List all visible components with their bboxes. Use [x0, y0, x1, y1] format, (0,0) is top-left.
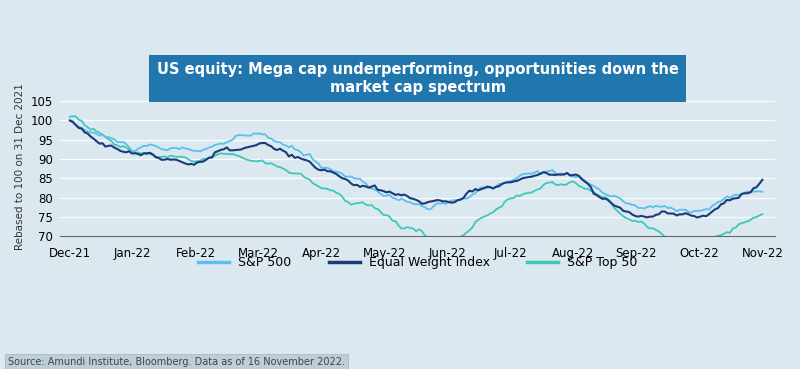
- S&P Top 50: [618, 214, 628, 218]
- Equal Weight Index: [65, 118, 74, 123]
- S&P Top 50: [258, 158, 267, 163]
- Legend: S&P 500, Equal Weight Index, S&P Top 50: S&P 500, Equal Weight Index, S&P Top 50: [193, 251, 642, 274]
- S&P Top 50: [695, 244, 705, 249]
- S&P 500: [94, 134, 104, 138]
- Line: S&P Top 50: S&P Top 50: [70, 116, 762, 246]
- Equal Weight Index: [693, 215, 702, 220]
- Equal Weight Index: [615, 206, 625, 210]
- Equal Weight Index: [329, 170, 338, 175]
- S&P Top 50: [68, 114, 78, 118]
- S&P Top 50: [458, 233, 468, 237]
- S&P Top 50: [654, 229, 664, 234]
- Text: Source: Amundi Institute, Bloomberg. Data as of 16 November 2022.: Source: Amundi Institute, Bloomberg. Dat…: [8, 357, 345, 367]
- S&P Top 50: [331, 190, 341, 195]
- S&P 500: [686, 210, 696, 215]
- Equal Weight Index: [758, 177, 767, 182]
- S&P Top 50: [65, 114, 74, 119]
- Text: US equity: Mega cap underperforming, opportunities down the
market cap spectrum: US equity: Mega cap underperforming, opp…: [157, 62, 678, 94]
- S&P 500: [651, 204, 661, 208]
- Y-axis label: Rebased to 100 on 31 Dec 2021: Rebased to 100 on 31 Dec 2021: [15, 83, 25, 250]
- S&P Top 50: [98, 132, 107, 137]
- S&P 500: [254, 131, 264, 135]
- S&P 500: [456, 198, 466, 202]
- Equal Weight Index: [651, 213, 661, 217]
- Line: S&P 500: S&P 500: [70, 121, 762, 213]
- S&P Top 50: [758, 212, 767, 216]
- Line: Equal Weight Index: Equal Weight Index: [70, 121, 762, 217]
- S&P 500: [329, 169, 338, 174]
- S&P 500: [65, 118, 74, 123]
- Equal Weight Index: [254, 141, 264, 146]
- Equal Weight Index: [456, 197, 466, 202]
- S&P 500: [758, 190, 767, 194]
- S&P 500: [615, 196, 625, 201]
- Equal Weight Index: [94, 141, 104, 146]
